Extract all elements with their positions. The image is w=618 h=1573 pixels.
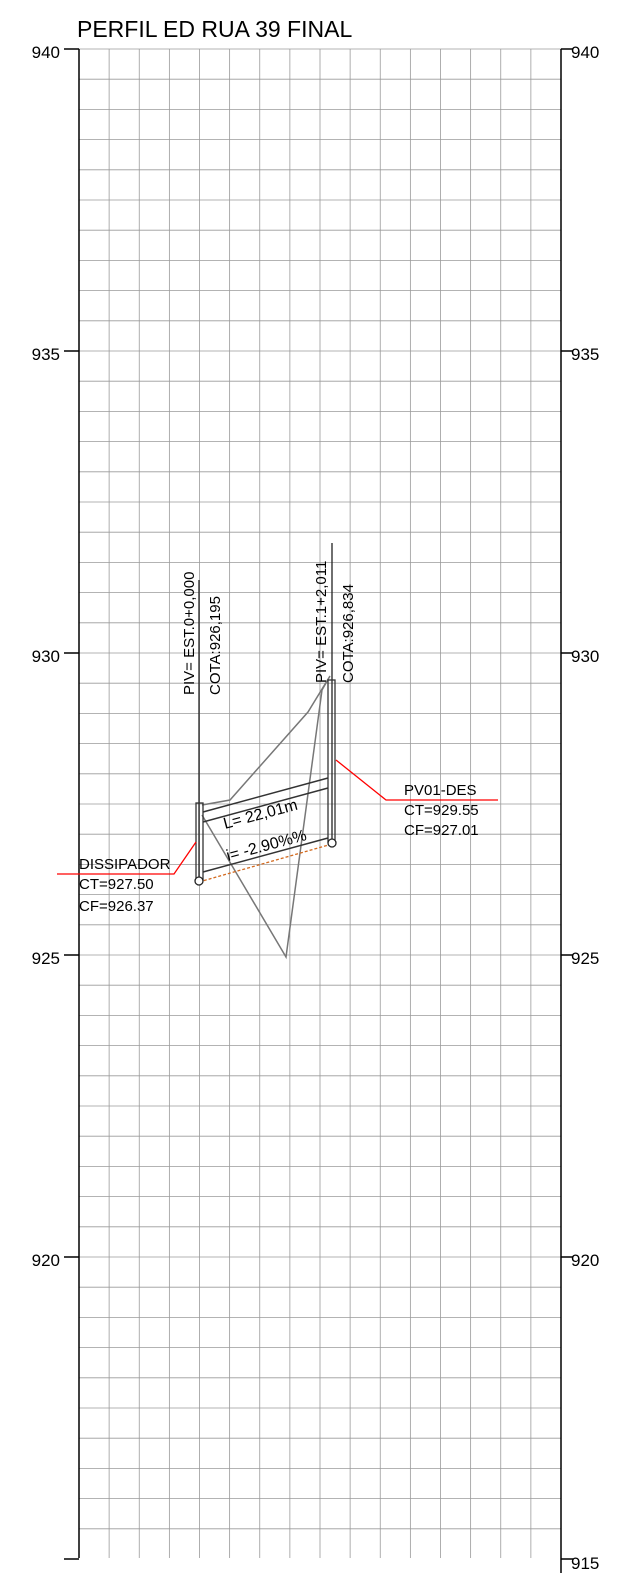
pipe-crown-line [202, 777, 329, 813]
pv01-cf: CF=927.01 [404, 822, 479, 839]
dissipador-leader [57, 841, 197, 875]
piv-end-cota: COTA:926,834 [340, 584, 357, 683]
right-tick-label-930: 930 [571, 647, 599, 666]
piv-start-cota: COTA:926,195 [207, 596, 224, 695]
pv01-leader [335, 759, 498, 801]
invert-dashed-line [198, 843, 333, 883]
dissipador-invert-node [194, 876, 204, 886]
piv-start-station: PIV= EST.0+0,000 [181, 572, 198, 695]
dissipador-name: DISSIPADOR [79, 856, 171, 873]
grid [78, 48, 562, 1558]
dissipador-ct: CT=927.50 [79, 876, 154, 893]
left-tick-label-940: 940 [32, 43, 60, 62]
segment-slope-label: i= -2.90%% [225, 827, 309, 865]
right-tick-label-925: 925 [571, 949, 599, 968]
segment-length-label: L= 22,01m [222, 797, 300, 833]
terrain-line [201, 675, 331, 960]
right-tick-label-920: 920 [571, 1251, 599, 1270]
left-tick-label-935: 935 [32, 345, 60, 364]
piv-end-station: PIV= EST.1+2,011 [313, 561, 330, 683]
pipe-top-line [202, 787, 329, 823]
left-tick-label-930: 930 [32, 647, 60, 666]
pv01-invert-node [327, 838, 337, 848]
drawing-title: PERFIL ED RUA 39 FINAL [77, 16, 352, 42]
pv01-ct: CT=929.55 [404, 802, 479, 819]
pipe-invert-line [202, 837, 329, 873]
pv01-name: PV01-DES [404, 782, 477, 799]
axis-ticks [64, 48, 573, 1560]
right-tick-label-915: 915 [571, 1554, 599, 1573]
right-tick-label-940: 940 [571, 43, 599, 62]
left-tick-label-925: 925 [32, 949, 60, 968]
dissipador-cf: CF=926.37 [79, 898, 154, 915]
left-tick-label-920: 920 [32, 1251, 60, 1270]
right-tick-label-935: 935 [571, 345, 599, 364]
